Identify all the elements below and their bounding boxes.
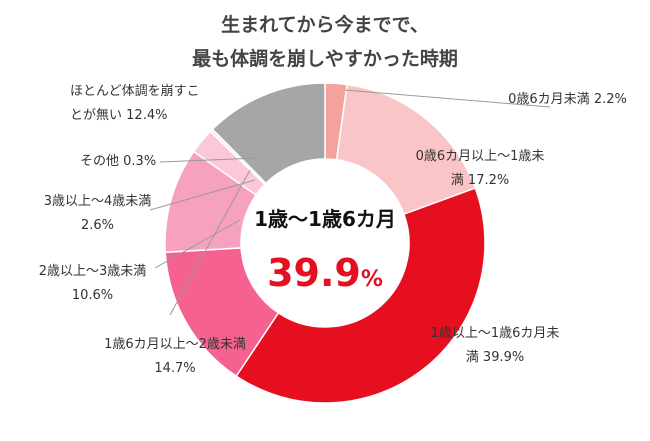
category-label: 2歳以上～3歳未満 (38, 264, 147, 279)
center-label: 1歳～1歳6カ月 (235, 203, 415, 232)
data-label: ほとんど体調を崩すことが無い 12.4% (70, 80, 210, 128)
leader-line (344, 89, 551, 108)
category-label: ほとんど体調を崩すことが無い (70, 84, 200, 123)
data-label: 3歳以上～4歳未満 2.6% (40, 190, 155, 238)
category-label: 1歳6カ月以上～2歳未満 (104, 337, 246, 352)
data-label: その他 0.3% (80, 150, 180, 174)
value-label: 39.9% (482, 350, 525, 365)
data-label: 1歳以上～1歳6カ月未満 39.9% (430, 322, 560, 370)
data-label: 0歳6カ月未満 2.2% (505, 88, 630, 112)
center-unit: % (360, 267, 383, 292)
data-label: 2歳以上～3歳未満 10.6% (30, 260, 155, 308)
donut-slice (335, 83, 477, 216)
value-label: 17.2% (467, 173, 510, 188)
category-label: 0歳6カ月未満 (508, 92, 590, 107)
value-label: 0.3% (123, 154, 157, 169)
value-label: 2.6% (80, 218, 115, 233)
chart-title: 最も体調を崩しやすかった時期 (192, 48, 458, 70)
chart-title: 生まれてから今までで、 (221, 14, 429, 36)
value-label: 12.4% (126, 108, 168, 123)
donut-slice (235, 187, 486, 404)
category-label: 1歳以上～1歳6カ月未満 (430, 326, 560, 365)
leader-line (149, 179, 256, 211)
center-category: 1歳～1歳6カ月 (254, 207, 396, 231)
category-label: 0歳6カ月以上～1歳未満 (415, 149, 545, 188)
leader-line (159, 157, 260, 163)
value-label: 10.6% (71, 288, 114, 303)
center-value: 39.9 (267, 251, 361, 295)
leader-line (169, 169, 251, 316)
data-label: 0歳6カ月以上～1歳未満 17.2% (410, 145, 550, 193)
center-value-box: 39.9% (235, 251, 415, 295)
value-label: 14.7% (154, 361, 196, 376)
category-label: 3歳以上～4歳未満 (43, 194, 152, 209)
donut-slice (211, 82, 326, 185)
leader-line (154, 219, 241, 269)
category-label: その他 (80, 154, 120, 169)
value-label: 2.2% (593, 92, 627, 107)
data-label: 1歳6カ月以上～2歳未満 14.7% (95, 333, 255, 381)
